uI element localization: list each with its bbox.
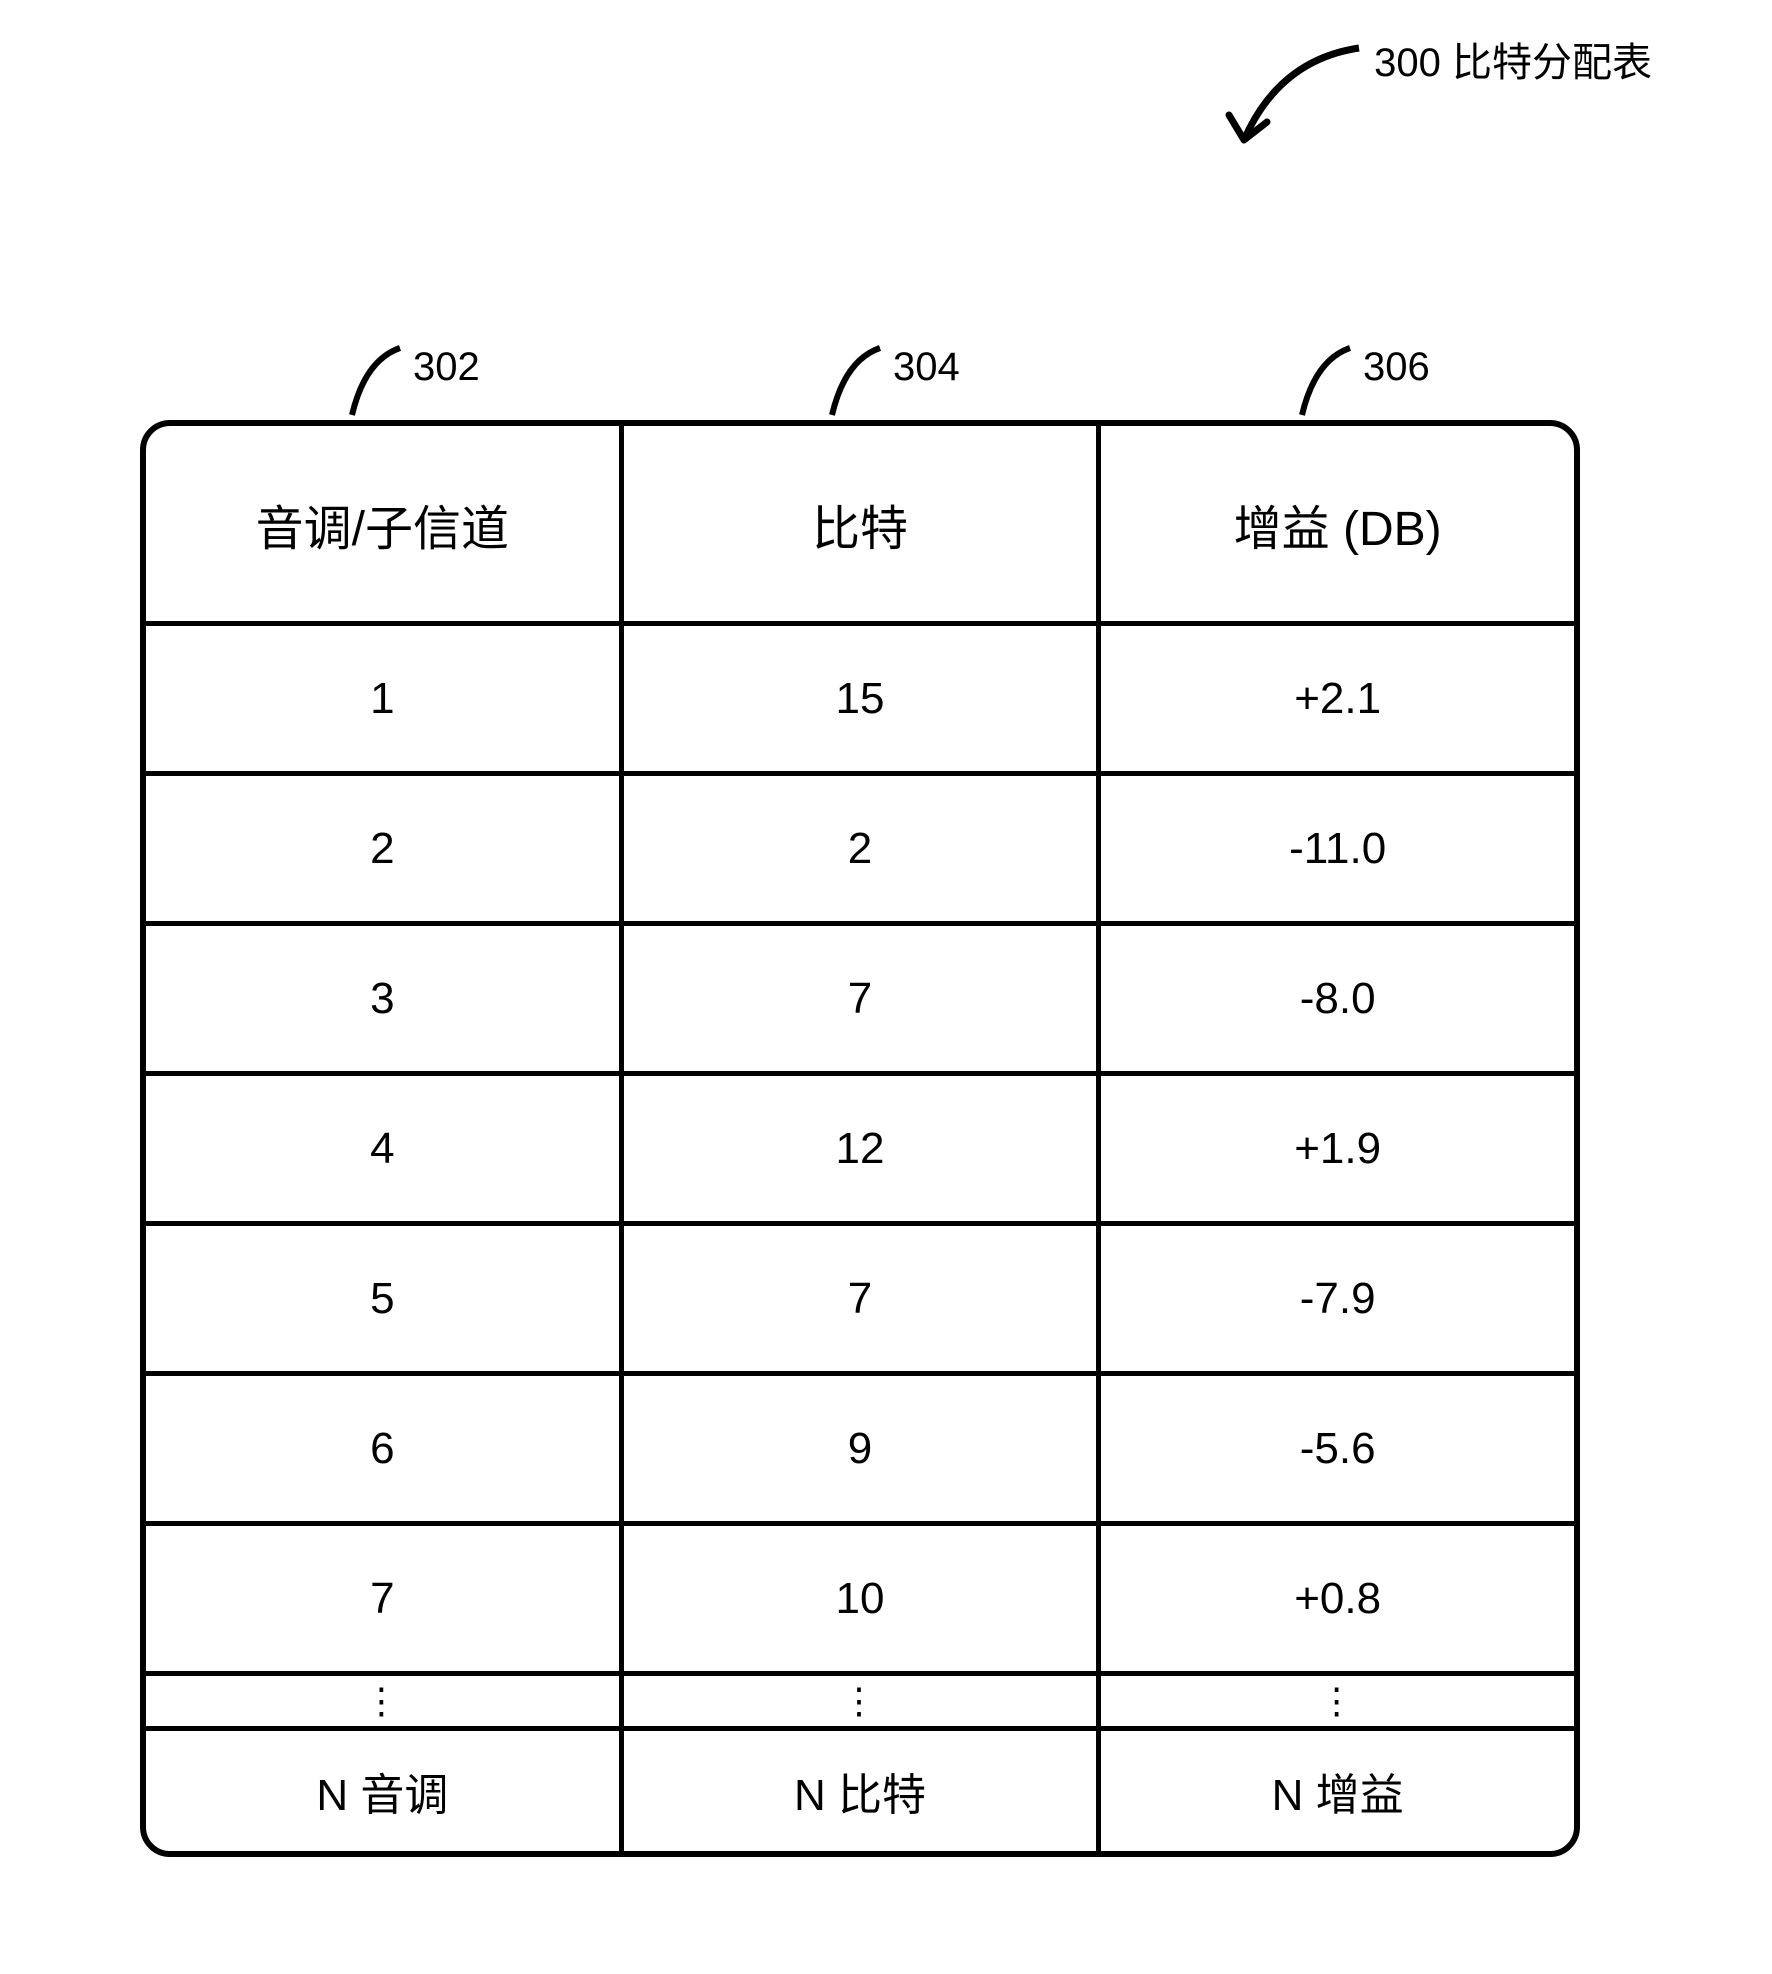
bit-allocation-table-wrapper: 302 304 306 音调/子信道 比特 增益 (DB) 1 15 +2.1 (140, 330, 1580, 1857)
ellipsis-gain: ⋮ (1101, 1676, 1574, 1726)
column-1-annotation: 302 (340, 340, 480, 420)
bit-allocation-table: 音调/子信道 比特 增益 (DB) 1 15 +2.1 2 2 -11.0 3 … (140, 420, 1580, 1857)
leader-curve-icon (340, 340, 410, 420)
table-row: 6 9 -5.6 (146, 1376, 1574, 1526)
header-gain-db: 增益 (DB) (1101, 426, 1574, 621)
leader-curve-icon (1290, 340, 1360, 420)
cell-bits: 7 (624, 926, 1102, 1071)
column-3-annotation: 306 (1290, 340, 1430, 420)
cell-gain: +2.1 (1101, 626, 1574, 771)
table-row: 5 7 -7.9 (146, 1226, 1574, 1376)
table-row: 4 12 +1.9 (146, 1076, 1574, 1226)
header-bits: 比特 (624, 426, 1102, 621)
cell-gain: -11.0 (1101, 776, 1574, 921)
cell-gain: -7.9 (1101, 1226, 1574, 1371)
cell-bits: 7 (624, 1226, 1102, 1371)
cell-tone: 5 (146, 1226, 624, 1371)
table-header-row: 音调/子信道 比特 增益 (DB) (146, 426, 1574, 626)
cell-gain: -5.6 (1101, 1376, 1574, 1521)
cell-gain: -8.0 (1101, 926, 1574, 1071)
cell-bits: 12 (624, 1076, 1102, 1221)
figure-ref-number: 300 (1374, 41, 1441, 85)
cell-n-gain: N 增益 (1101, 1731, 1574, 1851)
table-row: 2 2 -11.0 (146, 776, 1574, 926)
cell-gain: +0.8 (1101, 1526, 1574, 1671)
column-2-annotation: 304 (820, 340, 960, 420)
leader-curve-icon (820, 340, 890, 420)
cell-bits: 15 (624, 626, 1102, 771)
table-ellipsis-row: ⋮ ⋮ ⋮ (146, 1676, 1574, 1731)
table-row: 3 7 -8.0 (146, 926, 1574, 1076)
table-row: 7 10 +0.8 (146, 1526, 1574, 1676)
table-last-row: N 音调 N 比特 N 增益 (146, 1731, 1574, 1851)
column-1-ref: 302 (413, 345, 480, 390)
cell-tone: 1 (146, 626, 624, 771)
figure-reference-label: 300 比特分配表 (1374, 30, 1652, 88)
column-annotations-row: 302 304 306 (140, 330, 1580, 420)
table-row: 1 15 +2.1 (146, 626, 1574, 776)
column-2-ref: 304 (893, 345, 960, 390)
cell-tone: 6 (146, 1376, 624, 1521)
figure-ref-text: 比特分配表 (1452, 41, 1652, 85)
ellipsis-tone: ⋮ (146, 1676, 624, 1726)
header-tone-subchannel: 音调/子信道 (146, 426, 624, 621)
cell-gain: +1.9 (1101, 1076, 1574, 1221)
cell-tone: 2 (146, 776, 624, 921)
cell-tone: 4 (146, 1076, 624, 1221)
cell-bits: 2 (624, 776, 1102, 921)
figure-reference-annotation: 300 比特分配表 (1209, 30, 1652, 180)
cell-n-bits: N 比特 (624, 1731, 1102, 1851)
cell-tone: 3 (146, 926, 624, 1071)
curved-arrow-icon (1209, 40, 1369, 180)
cell-bits: 10 (624, 1526, 1102, 1671)
column-3-ref: 306 (1363, 345, 1430, 390)
cell-bits: 9 (624, 1376, 1102, 1521)
ellipsis-bits: ⋮ (624, 1676, 1102, 1726)
cell-n-tone: N 音调 (146, 1731, 624, 1851)
cell-tone: 7 (146, 1526, 624, 1671)
